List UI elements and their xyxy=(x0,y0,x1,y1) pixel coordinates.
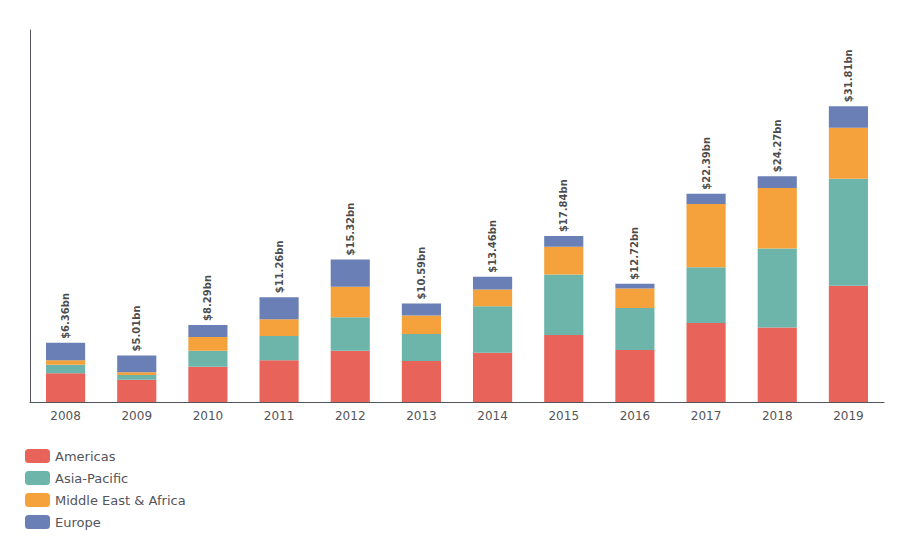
svg-text:2018: 2018 xyxy=(762,409,793,423)
svg-text:$11.26bn: $11.26bn xyxy=(274,240,285,293)
svg-text:2008: 2008 xyxy=(50,409,81,423)
svg-text:2017: 2017 xyxy=(691,409,722,423)
svg-text:2011: 2011 xyxy=(264,409,295,423)
svg-text:2010: 2010 xyxy=(193,409,224,423)
svg-text:$10.59bn: $10.59bn xyxy=(416,247,427,300)
svg-text:$13.46bn: $13.46bn xyxy=(487,220,498,273)
svg-text:$31.81bn: $31.81bn xyxy=(843,49,854,102)
svg-text:2013: 2013 xyxy=(406,409,437,423)
svg-text:2012: 2012 xyxy=(335,409,366,423)
svg-text:$15.32bn: $15.32bn xyxy=(345,203,356,256)
svg-text:Americas: Americas xyxy=(55,449,116,464)
svg-text:$5.01bn: $5.01bn xyxy=(131,305,142,351)
svg-text:2019: 2019 xyxy=(833,409,864,423)
svg-text:2009: 2009 xyxy=(121,409,152,423)
svg-text:$24.27bn: $24.27bn xyxy=(772,119,783,172)
svg-text:2016: 2016 xyxy=(620,409,651,423)
svg-text:2014: 2014 xyxy=(477,409,508,423)
svg-text:$12.72bn: $12.72bn xyxy=(629,227,640,280)
svg-text:Asia-Pacific: Asia-Pacific xyxy=(55,471,128,486)
svg-text:$8.29bn: $8.29bn xyxy=(202,275,213,321)
svg-text:$17.84bn: $17.84bn xyxy=(558,179,569,232)
svg-text:$6.36bn: $6.36bn xyxy=(60,293,71,339)
svg-text:Europe: Europe xyxy=(55,515,101,530)
svg-text:Middle East & Africa: Middle East & Africa xyxy=(55,493,186,508)
svg-text:$22.39bn: $22.39bn xyxy=(701,137,712,190)
svg-text:2015: 2015 xyxy=(548,409,579,423)
